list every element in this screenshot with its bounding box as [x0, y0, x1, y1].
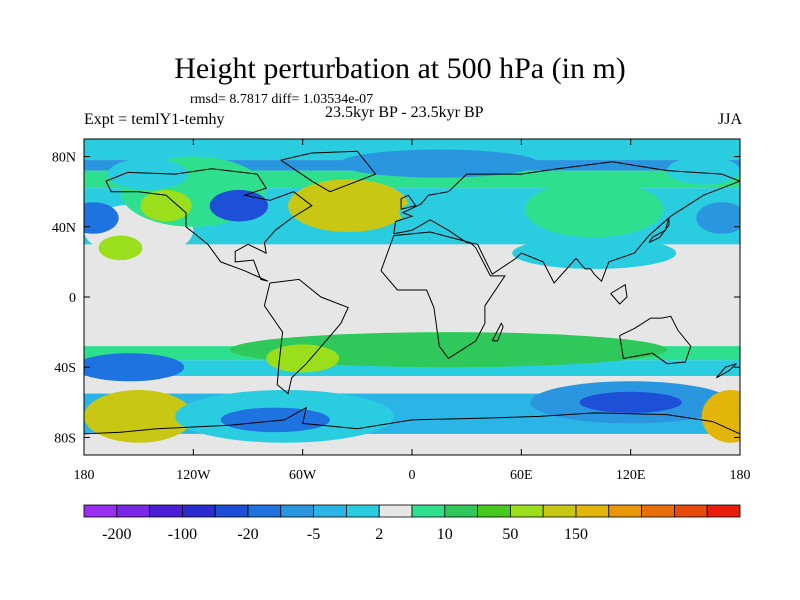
- colorbar-label-3: -5: [307, 526, 320, 543]
- y-tick-label-2: 0: [69, 291, 76, 306]
- colorbar-label-0: -200: [102, 526, 131, 543]
- colorbar-box-19: [706, 504, 741, 518]
- colorbar-box-3: [181, 504, 216, 518]
- y-tick-label-1: 40N: [52, 221, 76, 236]
- colorbar-label-5: 10: [437, 526, 453, 543]
- anomaly-region-10: [524, 181, 664, 238]
- colorbar-box-0: [83, 504, 118, 518]
- british-isles-coastline: [400, 194, 417, 210]
- africa-coastline: [380, 231, 506, 360]
- x-tick-label-1: 120W: [176, 468, 211, 483]
- colorbar-box-8: [345, 504, 380, 518]
- anomaly-region-4: [288, 179, 409, 233]
- anomaly-region-2: [140, 189, 192, 222]
- y-tick-label-0: 80N: [52, 151, 76, 166]
- anomaly-region-6: [84, 202, 119, 234]
- period-label: 23.5kyr BP - 23.5kyr BP: [325, 104, 484, 121]
- south-america-coastline: [263, 278, 349, 395]
- colorbar-box-1: [116, 504, 151, 518]
- contour-band-5: [84, 360, 740, 376]
- anomaly-region-5: [399, 202, 443, 224]
- map-field: [84, 139, 740, 455]
- colorbar-box-15: [575, 504, 610, 518]
- colorbar-box-16: [608, 504, 642, 518]
- y-tick-label-4: 80S: [54, 431, 76, 446]
- anomaly-region-15: [84, 353, 185, 382]
- colorbar-label-1: -100: [168, 526, 197, 543]
- anomaly-region-9: [667, 156, 740, 185]
- anomaly-region-16: [84, 390, 194, 443]
- anomaly-region-11: [696, 202, 740, 234]
- x-tick-label-6: 180: [730, 468, 751, 483]
- x-tick-label-0: 180: [74, 468, 95, 483]
- chart-title: Height perturbation at 500 hPa (in m): [174, 52, 626, 85]
- anomaly-region-21: [701, 390, 740, 443]
- season-label: JJA: [717, 111, 742, 128]
- colorbar-box-17: [641, 504, 675, 518]
- new-zealand-coastline: [715, 363, 737, 379]
- colorbar-box-5: [247, 504, 282, 518]
- greenland-coastline: [280, 150, 377, 193]
- anomaly-region-18: [220, 407, 330, 433]
- colorbar-box-9: [378, 504, 413, 518]
- anomaly-region-12: [512, 237, 677, 269]
- x-tick-label-4: 60E: [510, 468, 533, 483]
- x-tick-label-5: 120E: [616, 468, 646, 483]
- colorbar-box-10: [411, 504, 446, 518]
- australia-coastline: [619, 315, 692, 365]
- anomaly-region-20: [579, 391, 682, 413]
- y-tick-label-3: 40S: [54, 361, 76, 376]
- rmsd-diff-label: rmsd= 8.7817 diff= 1.03534e-07: [190, 92, 374, 107]
- anomaly-region-1: [209, 189, 269, 222]
- contour-band-0: [84, 139, 740, 161]
- anomaly-region-13: [229, 332, 668, 368]
- colorbar-label-6: 50: [502, 526, 518, 543]
- colorbar-box-4: [214, 504, 249, 518]
- colorbar-box-13: [509, 504, 544, 518]
- colorbar-box-7: [313, 504, 347, 518]
- colorbar-box-2: [149, 504, 183, 518]
- colorbar-box-18: [674, 504, 708, 518]
- north-america-coastline: [105, 168, 313, 282]
- experiment-label: Expt = temlY1-temhy: [84, 111, 225, 128]
- colorbar-box-6: [280, 504, 314, 518]
- antarctica-coastline: [84, 406, 740, 435]
- anomaly-region-7: [98, 235, 143, 261]
- anomaly-region-14: [266, 344, 340, 373]
- eurasia-coastline: [393, 161, 740, 284]
- x-tick-label-3: 0: [409, 468, 416, 483]
- colorbar-label-4: 2: [375, 526, 383, 543]
- colorbar-label-7: 150: [564, 526, 588, 543]
- colorbar-box-12: [477, 504, 511, 518]
- japan-coastline: [648, 217, 670, 244]
- madagascar-coastline: [491, 322, 504, 342]
- borneo-coastline: [610, 283, 628, 305]
- colorbar-label-2: -20: [237, 526, 258, 543]
- colorbar-box-14: [542, 504, 577, 518]
- x-tick-label-2: 60W: [289, 468, 317, 483]
- anomaly-region-3: [339, 149, 540, 178]
- anomaly-region-8: [107, 158, 188, 190]
- colorbar-box-11: [444, 504, 478, 518]
